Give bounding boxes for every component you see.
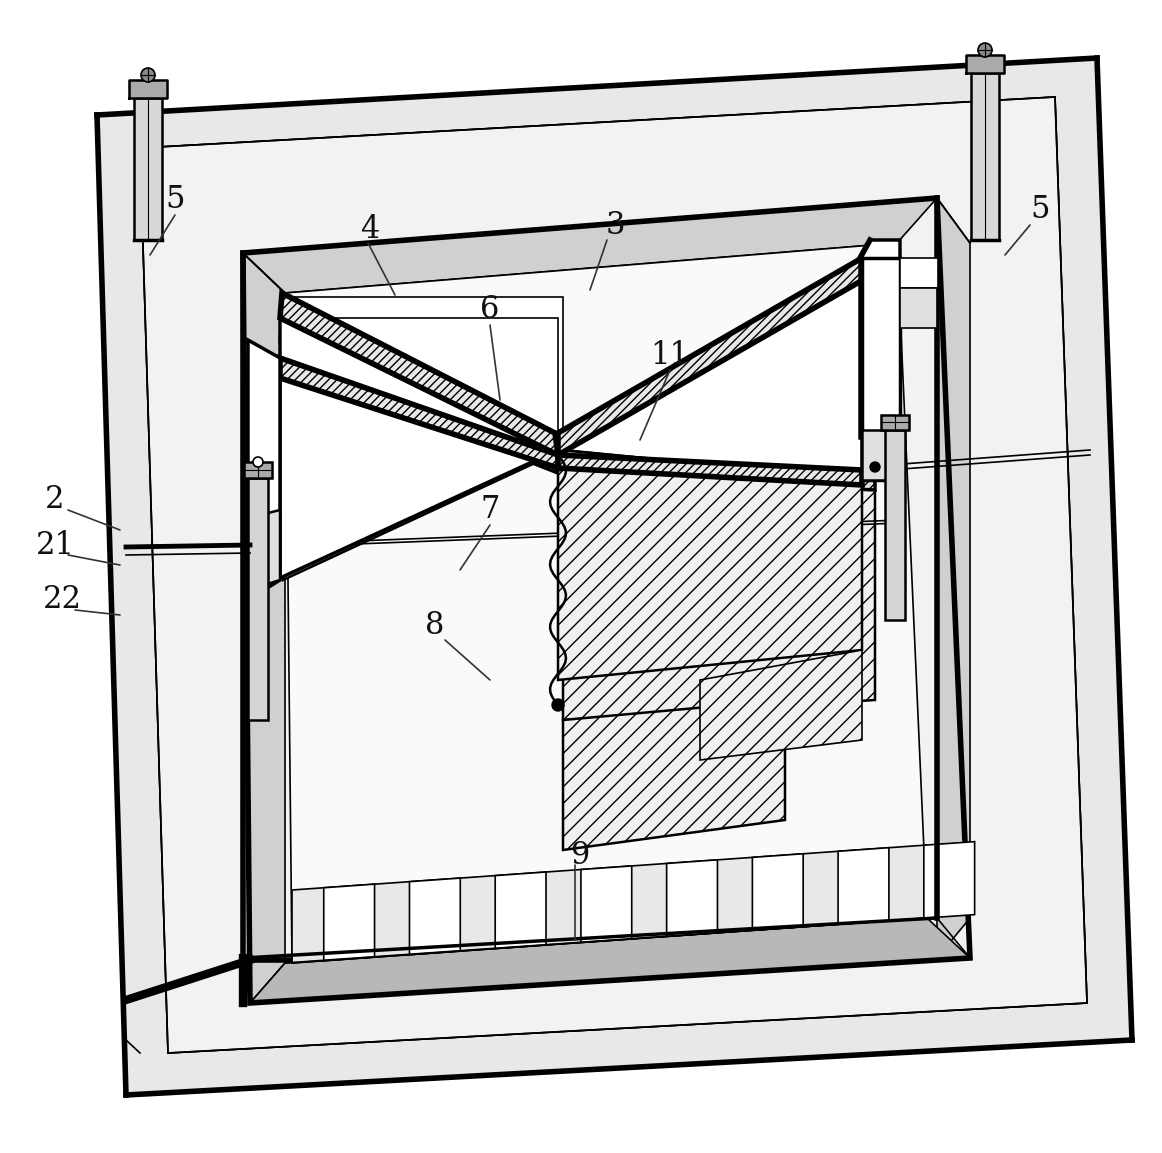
Polygon shape [881,415,909,430]
Polygon shape [324,884,374,960]
Polygon shape [838,847,889,925]
Polygon shape [558,455,862,485]
Text: 6: 6 [480,294,500,325]
Circle shape [141,68,155,82]
Polygon shape [284,342,564,475]
Text: 11: 11 [651,339,689,370]
Polygon shape [937,198,970,958]
Text: 9: 9 [571,839,589,871]
Text: 5: 5 [1031,195,1049,226]
Polygon shape [971,73,999,240]
Polygon shape [901,288,937,327]
Polygon shape [752,853,803,930]
Polygon shape [129,80,167,98]
Polygon shape [139,97,1086,1053]
Polygon shape [243,198,937,293]
Polygon shape [885,430,905,620]
Polygon shape [243,253,285,1003]
Polygon shape [564,465,875,490]
Polygon shape [667,860,717,936]
Polygon shape [134,98,162,240]
Polygon shape [924,842,975,918]
Polygon shape [845,265,870,310]
Polygon shape [581,866,632,942]
Circle shape [253,457,263,467]
Text: 21: 21 [36,529,74,560]
Polygon shape [564,450,875,719]
Polygon shape [96,58,1132,1095]
Text: 3: 3 [605,210,625,241]
Polygon shape [860,240,901,438]
Polygon shape [558,450,862,680]
Polygon shape [139,97,1086,1053]
Polygon shape [248,340,280,600]
Polygon shape [862,430,901,480]
Polygon shape [558,258,875,455]
Polygon shape [285,243,927,963]
Text: 4: 4 [360,214,380,246]
Circle shape [870,462,880,472]
Polygon shape [284,297,564,435]
Polygon shape [248,478,268,719]
Text: 22: 22 [43,585,81,616]
Polygon shape [280,297,564,465]
Polygon shape [862,258,901,480]
Polygon shape [280,318,558,578]
Circle shape [978,43,992,56]
Polygon shape [292,845,927,963]
Polygon shape [280,293,558,455]
Polygon shape [280,357,558,468]
Polygon shape [700,650,862,760]
Polygon shape [564,291,870,465]
Polygon shape [250,918,970,1003]
Polygon shape [409,879,460,955]
Circle shape [552,699,564,711]
Polygon shape [966,55,1004,73]
Polygon shape [248,510,280,590]
Polygon shape [280,318,558,450]
Polygon shape [901,258,938,288]
Text: 7: 7 [480,495,500,526]
Polygon shape [284,297,564,580]
Text: 5: 5 [165,184,185,216]
Text: 2: 2 [45,484,65,515]
Polygon shape [495,872,546,949]
Polygon shape [564,700,786,850]
Polygon shape [558,258,862,480]
Text: 8: 8 [425,610,445,641]
Polygon shape [244,462,272,478]
